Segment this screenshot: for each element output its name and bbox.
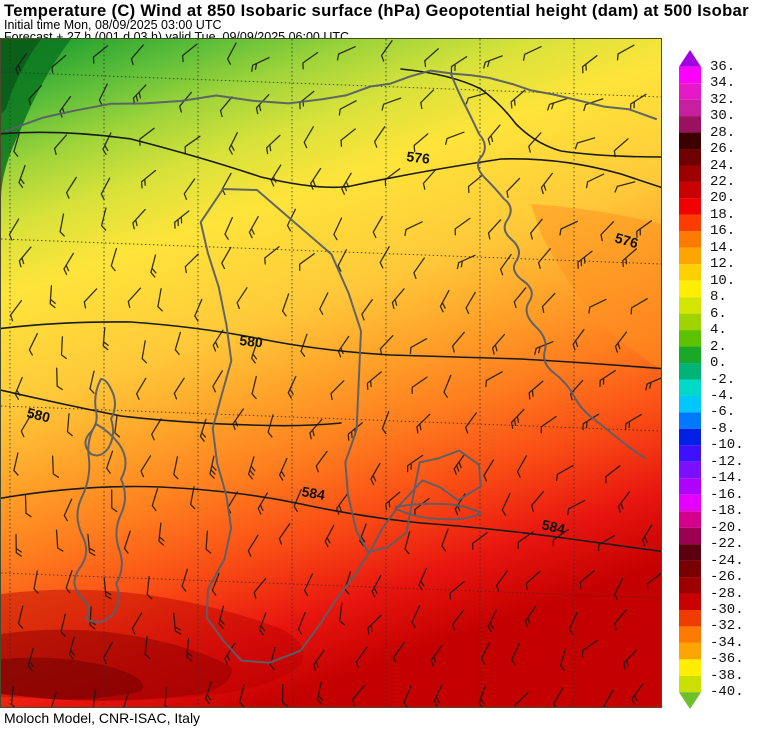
svg-text:580: 580: [239, 332, 264, 350]
svg-text:576: 576: [406, 148, 431, 167]
